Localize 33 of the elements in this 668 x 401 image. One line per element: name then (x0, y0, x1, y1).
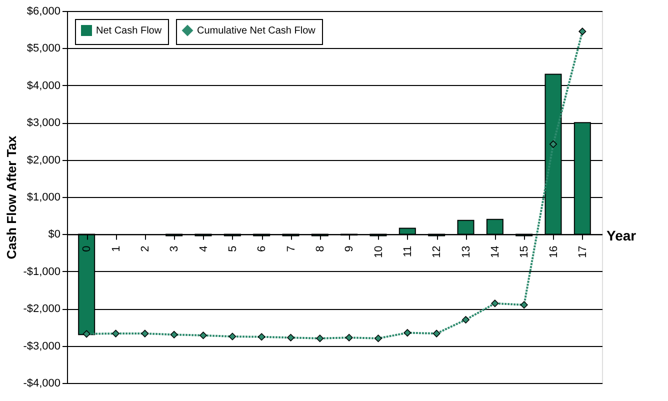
x-tick-label: 17 (576, 246, 589, 258)
y-tick-label: $2,000 (26, 154, 60, 166)
x-tick-label: 0 (81, 246, 94, 252)
y-tick-label: $3,000 (26, 117, 60, 130)
x-tick-label: 5 (226, 246, 239, 252)
y-tick-label: -$3,000 (23, 340, 60, 352)
y-tick-label: $6,000 (26, 6, 60, 18)
x-tick-label: 11 (402, 246, 414, 258)
x-tick-label: 4 (198, 246, 210, 252)
x-tick-label: 9 (344, 246, 356, 252)
x-tick-label: 3 (168, 246, 181, 252)
x-tick-label: 16 (548, 246, 560, 258)
x-tick-label: 12 (431, 246, 444, 258)
x-tick-label: 10 (372, 246, 385, 258)
x-tick-label: 13 (460, 246, 472, 258)
x-tick-label: 6 (256, 246, 268, 252)
y-tick-label: $5,000 (26, 42, 60, 55)
legend-label: Cumulative Net Cash Flow (197, 26, 316, 36)
legend-label: Net Cash Flow (96, 26, 162, 36)
y-tick-label: -$4,000 (23, 378, 60, 390)
x-axis-title: Year (606, 228, 637, 244)
y-tick-label: $0 (48, 228, 60, 241)
y-tick-label: $1,000 (26, 192, 60, 204)
x-tick-label: 7 (285, 246, 298, 252)
x-tick-label: 15 (518, 246, 531, 258)
y-axis-title: Cash Flow After Tax (4, 134, 20, 260)
x-tick-label: 8 (314, 246, 326, 252)
y-tick-label: -$1,000 (23, 266, 60, 278)
y-tick-label: -$2,000 (23, 303, 60, 316)
x-tick-label: 14 (489, 246, 502, 258)
x-tick-label: 1 (110, 246, 122, 252)
y-tick-label: $4,000 (26, 80, 60, 92)
x-tick-label: 2 (139, 246, 152, 252)
